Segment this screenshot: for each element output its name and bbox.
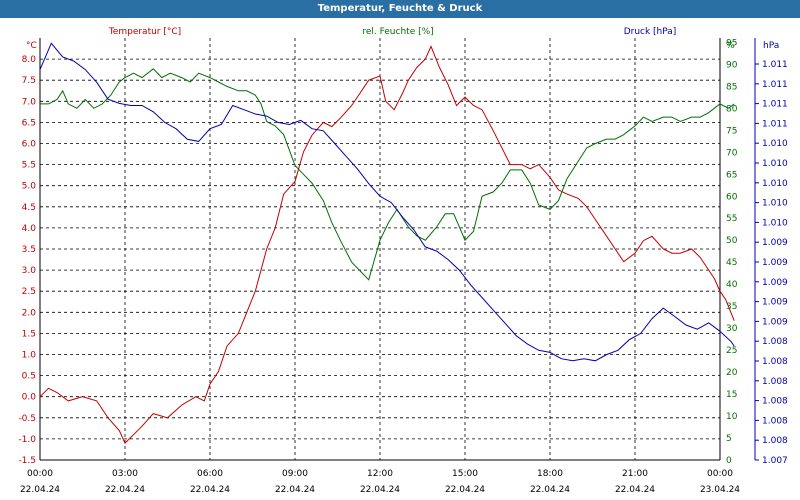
temperature-tick-label: 7.0 xyxy=(22,97,37,107)
humidity-tick-label: 40 xyxy=(726,280,738,290)
humidity-unit-label: % xyxy=(726,41,735,51)
pressure-tick-label: 1.010 xyxy=(762,139,788,149)
series-lines xyxy=(39,42,735,444)
humidity-tick-label: 50 xyxy=(726,236,738,246)
temperature-tick-label: 0.0 xyxy=(22,393,37,403)
pressure-tick-label: 1.011 xyxy=(762,60,788,70)
temperature-tick-label: 0.5 xyxy=(22,372,36,382)
humidity-tick-label: 45 xyxy=(726,258,737,268)
humidity-tick-label: 80 xyxy=(726,104,738,114)
x-tick-date: 22.04.24 xyxy=(20,485,60,495)
x-tick-time: 00:00 xyxy=(707,469,733,479)
pressure-series-line xyxy=(39,42,735,362)
temperature-tick-label: -1.0 xyxy=(18,435,36,445)
pressure-tick-label: 1.009 xyxy=(762,317,788,327)
temperature-tick-label: 4.5 xyxy=(22,203,36,213)
x-tick-date: 22.04.24 xyxy=(615,485,655,495)
temperature-tick-label: 2.0 xyxy=(22,308,37,318)
pressure-tick-label: 1.011 xyxy=(762,100,788,110)
x-tick-time: 09:00 xyxy=(282,469,308,479)
humidity-tick-label: 85 xyxy=(726,82,737,92)
humidity-tick-label: 15 xyxy=(726,390,737,400)
pressure-tick-label: 1.008 xyxy=(762,377,788,387)
pressure-tick-label: 1.008 xyxy=(762,357,788,367)
pressure-tick-label: 1.008 xyxy=(762,436,788,446)
humidity-tick-label: 60 xyxy=(726,192,738,202)
temperature-tick-label: 1.5 xyxy=(22,329,36,339)
x-tick-time: 06:00 xyxy=(197,469,223,479)
pressure-tick-label: 1.009 xyxy=(762,258,788,268)
x-tick-date: 22.04.24 xyxy=(445,485,485,495)
humidity-tick-label: 30 xyxy=(726,324,738,334)
x-tick-time: 15:00 xyxy=(452,469,478,479)
x-tick-time: 12:00 xyxy=(367,469,393,479)
humidity-series-line xyxy=(40,68,735,281)
pressure-tick-label: 1.007 xyxy=(762,456,788,466)
temperature-tick-label: 2.5 xyxy=(22,287,36,297)
temperature-tick-label: 6.0 xyxy=(22,140,37,150)
pressure-tick-label: 1.010 xyxy=(762,159,788,169)
humidity-tick-label: 25 xyxy=(726,346,737,356)
humidity-legend: rel. Feuchte [%] xyxy=(362,27,433,37)
temperature-tick-label: 3.5 xyxy=(22,245,36,255)
pressure-tick-label: 1.011 xyxy=(762,119,788,129)
pressure-tick-label: 1.011 xyxy=(762,80,788,90)
x-tick-date: 22.04.24 xyxy=(105,485,145,495)
temperature-tick-label: -1.5 xyxy=(18,456,36,466)
grid xyxy=(39,38,721,461)
temperature-tick-label: 3.0 xyxy=(22,266,37,276)
x-tick-date: 22.04.24 xyxy=(530,485,570,495)
humidity-tick-label: 70 xyxy=(726,148,738,158)
pressure-tick-label: 1.008 xyxy=(762,397,788,407)
humidity-tick-label: 55 xyxy=(726,214,737,224)
humidity-tick-label: 35 xyxy=(726,302,737,312)
x-tick-time: 21:00 xyxy=(622,469,648,479)
x-tick-time: 03:00 xyxy=(112,469,138,479)
temperature-tick-label: 6.5 xyxy=(22,118,36,128)
temperature-tick-labels: -1.5 -1.0 -0.5 0.0 0.5 1.0 1.5 2.0 2.5 3.0 3.5 4.0 4… xyxy=(18,55,36,466)
humidity-tick-label: 95 xyxy=(726,38,737,48)
pressure-tick-label: 1.009 xyxy=(762,278,788,288)
pressure-tick-labels: 1.007 1.008 1.008 1.008 1.008 1.008 1.008 1.009… xyxy=(755,60,788,466)
humidity-tick-label: 5 xyxy=(726,434,732,444)
temperature-tick-label: 4.0 xyxy=(22,224,37,234)
temperature-tick-label: 5.5 xyxy=(22,161,36,171)
humidity-tick-label: 0 xyxy=(726,456,732,466)
humidity-tick-label: 65 xyxy=(726,170,737,180)
temperature-tick-label: -0.5 xyxy=(18,414,36,424)
temperature-tick-label: 7.5 xyxy=(22,76,36,86)
temperature-legend: Temperatur [°C] xyxy=(108,27,181,37)
pressure-tick-label: 1.008 xyxy=(762,337,788,347)
pressure-legend: Druck [hPa] xyxy=(624,27,677,37)
x-tick-time: 18:00 xyxy=(537,469,563,479)
x-tick-date: 22.04.24 xyxy=(190,485,230,495)
x-tick-date: 23.04.24 xyxy=(700,485,740,495)
humidity-tick-label: 10 xyxy=(726,412,738,422)
pressure-unit-label: hPa xyxy=(763,41,779,51)
pressure-tick-label: 1.010 xyxy=(762,199,788,209)
humidity-tick-label: 75 xyxy=(726,126,737,136)
x-tick-time: 00:00 xyxy=(27,469,53,479)
temperature-unit-label: °C xyxy=(26,41,37,51)
x-tick-date: 22.04.24 xyxy=(275,485,315,495)
pressure-tick-label: 1.009 xyxy=(762,238,788,248)
pressure-tick-label: 1.009 xyxy=(762,298,788,308)
pressure-tick-label: 1.010 xyxy=(762,179,788,189)
temperature-tick-label: 1.0 xyxy=(22,351,37,361)
temperature-series-line xyxy=(39,45,735,444)
x-tick-labels: 00:00 22.04.24 03:00 22.04.24 06:00 22.04.24 0… xyxy=(20,469,740,495)
x-tick-date: 22.04.24 xyxy=(360,485,400,495)
temperature-tick-label: 8.0 xyxy=(22,55,37,65)
temperature-tick-label: 5.0 xyxy=(22,182,37,192)
humidity-tick-label: 20 xyxy=(726,368,738,378)
pressure-tick-label: 1.010 xyxy=(762,218,788,228)
humidity-tick-label: 90 xyxy=(726,60,738,70)
window-title: Temperatur, Feuchte & Druck xyxy=(0,0,800,18)
humidity-tick-labels: 0 5 10 15 20 25 30 35 40 45 50 55 60 65 70 75 80 85 90 95 xyxy=(726,38,738,466)
pressure-tick-label: 1.008 xyxy=(762,416,788,426)
